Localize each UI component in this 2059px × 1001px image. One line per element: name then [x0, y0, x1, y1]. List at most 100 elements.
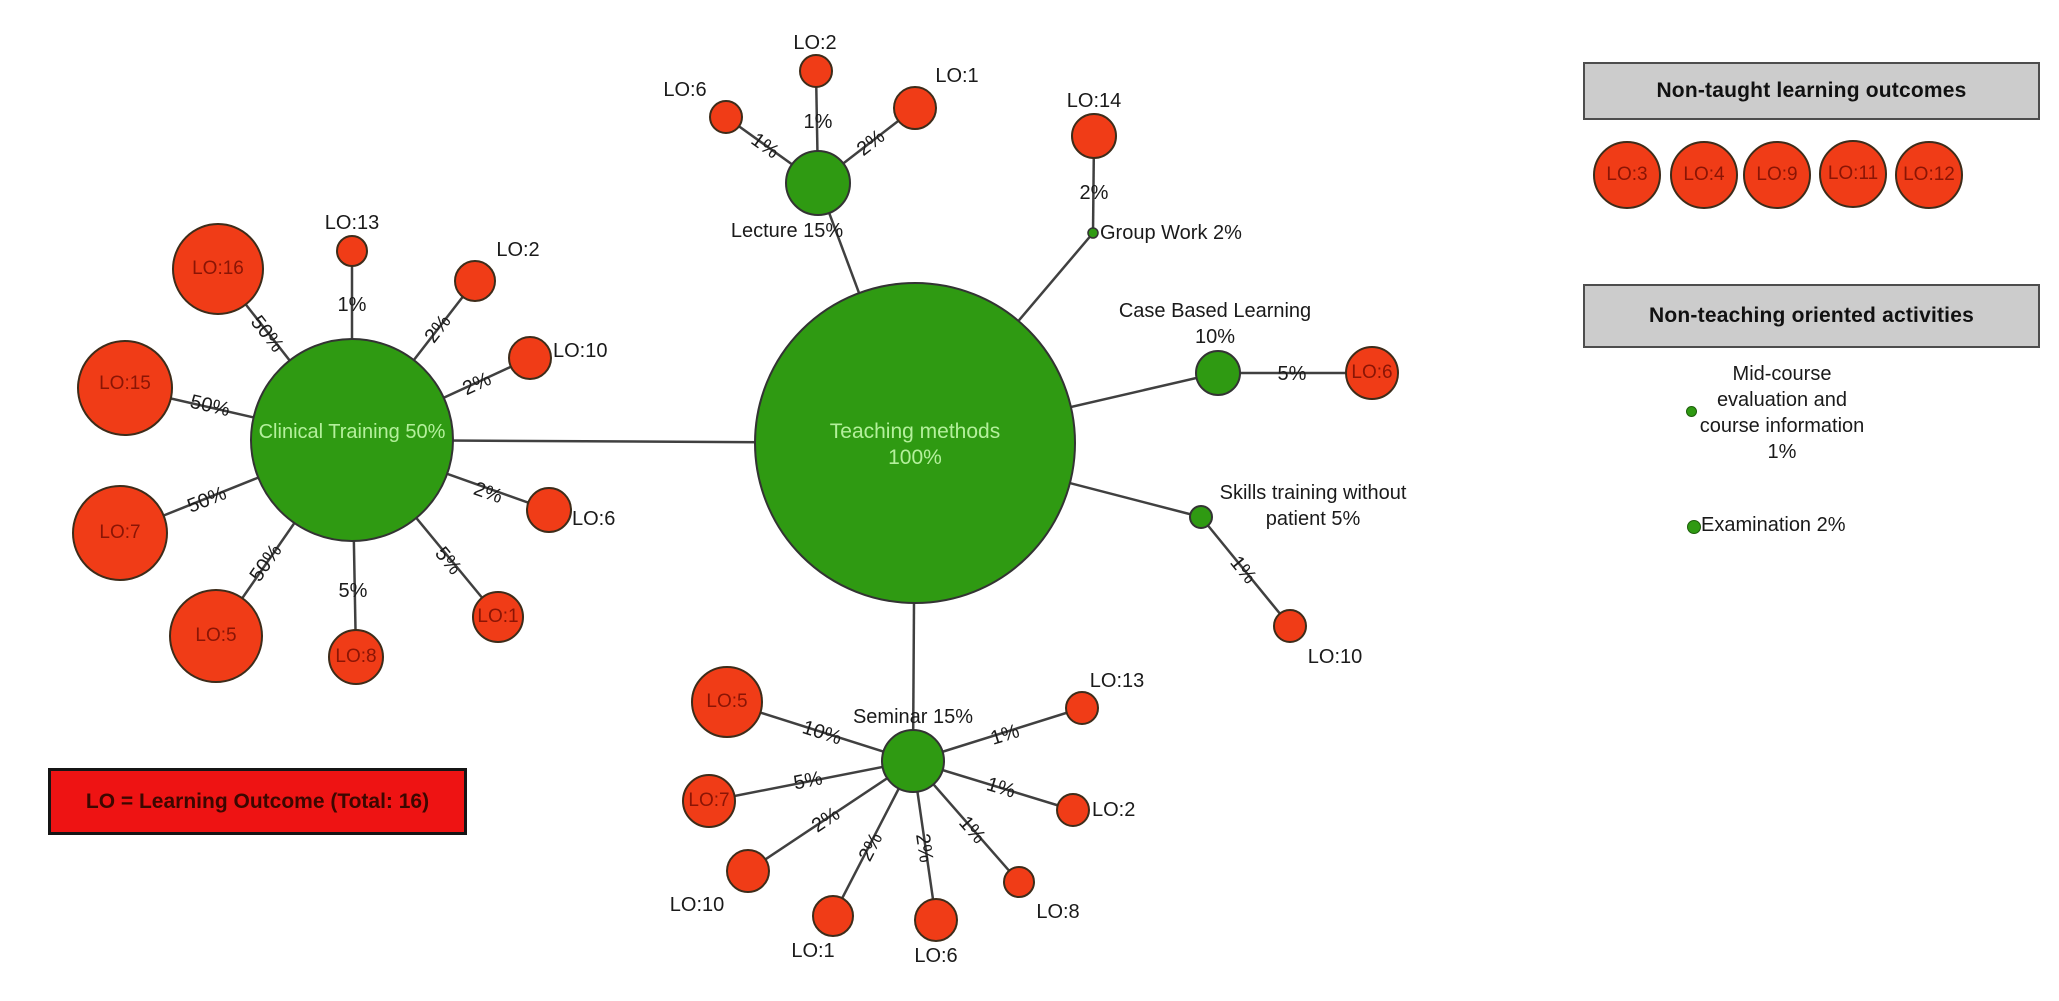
label-sem_lo7: LO:7	[688, 790, 730, 811]
edge-label-seminar-sem_lo10: 2%	[807, 802, 845, 838]
label-sk_lo10: LO:10	[1307, 646, 1363, 668]
label-cl_lo2: LO:2	[496, 239, 540, 261]
edge-seminar-sem_lo10	[747, 759, 914, 873]
label-p_lo9: LO:9	[1756, 164, 1798, 185]
node-cl_lo2	[454, 260, 496, 302]
node-lec_lo1	[893, 86, 937, 130]
label-sem_lo6: LO:6	[914, 945, 958, 967]
label-teaching: Teaching methods 100%	[829, 420, 1001, 469]
edge-label-clinical-cl_lo7: 50%	[184, 482, 230, 518]
edge-label-seminar-sem_lo7: 5%	[791, 767, 825, 795]
node-sem_lo10	[726, 849, 770, 893]
label-clinical: Clinical Training 50%	[258, 421, 446, 443]
node-groupwork	[1087, 227, 1099, 239]
label-p_lo11: LO:11	[1827, 163, 1879, 184]
label-sem_lo8: LO:8	[1036, 901, 1080, 923]
node-cl_lo10	[508, 336, 552, 380]
node-sem_lo2	[1056, 793, 1090, 827]
label-skills: Skills training without patient 5%	[1219, 482, 1407, 530]
edge-label-clinical-cl_lo13: 1%	[337, 294, 367, 316]
label-lec_lo6: LO:6	[663, 79, 707, 101]
label-sem_lo1: LO:1	[791, 940, 835, 962]
label-lec_lo1: LO:1	[935, 65, 979, 87]
node-cl_lo5	[169, 589, 263, 683]
legend-box: LO = Learning Outcome (Total: 16)	[48, 768, 467, 835]
edge-label-lecture-lec_lo2: 1%	[803, 111, 833, 133]
node-lec_lo2	[799, 54, 833, 88]
label-lecture: Lecture 15%	[730, 220, 844, 242]
node-teaching	[754, 282, 1076, 604]
node-lecture	[785, 150, 851, 216]
node-lec_lo6	[709, 100, 743, 134]
edge-label-clinical-cl_lo6: 2%	[470, 477, 506, 509]
node-cl_lo16	[172, 223, 264, 315]
label-sem_lo2: LO:2	[1092, 799, 1136, 821]
edge-label-skills-sk_lo10: 1%	[1225, 551, 1261, 589]
label-cl_lo7: LO:7	[99, 522, 141, 543]
edge-seminar-sem_lo7	[708, 759, 914, 803]
edge-label-seminar-sem_lo5: 10%	[799, 716, 845, 750]
node-sem_lo1	[812, 895, 854, 937]
edge-label-lecture-lec_lo1: 2%	[852, 125, 890, 161]
node-sem_lo13	[1065, 691, 1099, 725]
label-cl_lo16: LO:16	[192, 258, 244, 279]
label-cl_lo8: LO:8	[335, 646, 377, 667]
edge-label-clinical-cl_lo15: 50%	[188, 390, 232, 422]
label-cl_lo10: LO:10	[553, 340, 608, 362]
node-sem_lo8	[1003, 866, 1035, 898]
label-sem_lo13: LO:13	[1089, 670, 1145, 692]
node-sem_lo5	[691, 666, 763, 738]
node-clinical	[250, 338, 454, 542]
node-sk_lo10	[1273, 609, 1307, 643]
node-p_lo3	[1593, 141, 1661, 209]
edge-label-lecture-lec_lo6: 1%	[746, 128, 784, 164]
label-lec_lo2: LO:2	[793, 32, 837, 54]
node-p_lo4	[1670, 141, 1738, 209]
non-taught-panel-header: Non-taught learning outcomes	[1583, 62, 2040, 120]
node-p_lo12	[1895, 141, 1963, 209]
node-cl_lo6	[526, 487, 572, 533]
edge-label-seminar-sem_lo13: 1%	[987, 720, 1023, 750]
midcourse-activity-label: Mid-course evaluation and course informa…	[1699, 363, 1865, 463]
label-cbl: Case Based Learning 10%	[1118, 300, 1312, 348]
edge-label-groupwork-gw_lo14: 2%	[1079, 182, 1109, 204]
node-sem_lo6	[914, 898, 958, 942]
examination-bullet-dot-icon	[1687, 520, 1701, 534]
node-skills	[1189, 505, 1213, 529]
node-seminar	[881, 729, 945, 793]
node-sem_lo7	[682, 774, 736, 828]
legend-text: LO = Learning Outcome (Total: 16)	[85, 789, 430, 813]
node-cl_lo15	[77, 340, 173, 436]
node-cl_lo13	[336, 235, 368, 267]
edge-label-seminar-sem_lo2: 1%	[983, 773, 1019, 803]
label-p_lo3: LO:3	[1606, 164, 1648, 185]
non-teaching-title: Non-teaching oriented activities	[1649, 304, 1974, 327]
node-cl_lo1	[472, 591, 524, 643]
edge-label-seminar-sem_lo1: 2%	[854, 829, 888, 865]
label-cl_lo1: LO:1	[477, 606, 519, 627]
midcourse-bullet-dot-icon	[1686, 406, 1697, 417]
node-gw_lo14	[1071, 113, 1117, 159]
label-cl_lo15: LO:15	[99, 373, 151, 394]
node-cl_lo8	[328, 629, 384, 685]
label-cbl_lo6: LO:6	[1351, 362, 1393, 383]
label-sem_lo5: LO:5	[706, 691, 748, 712]
label-p_lo12: LO:12	[1903, 164, 1955, 185]
edge-label-clinical-cl_lo8: 5%	[338, 580, 368, 602]
edge-skills-sk_lo10	[1200, 516, 1291, 627]
edge-label-clinical-cl_lo5: 50%	[245, 540, 287, 586]
edge-label-clinical-cl_lo10: 2%	[459, 367, 495, 401]
edge-label-clinical-cl_lo16: 50%	[245, 311, 289, 357]
node-p_lo11	[1819, 140, 1887, 208]
edge-label-clinical-cl_lo2: 2%	[420, 310, 456, 348]
node-cbl	[1195, 350, 1241, 396]
label-cl_lo13: LO:13	[324, 212, 380, 234]
edge-label-clinical-cl_lo1: 5%	[430, 542, 466, 580]
node-cbl_lo6	[1345, 346, 1399, 400]
label-sem_lo10: LO:10	[669, 894, 725, 916]
node-cl_lo7	[72, 485, 168, 581]
edge-label-seminar-sem_lo6: 2%	[911, 832, 937, 864]
